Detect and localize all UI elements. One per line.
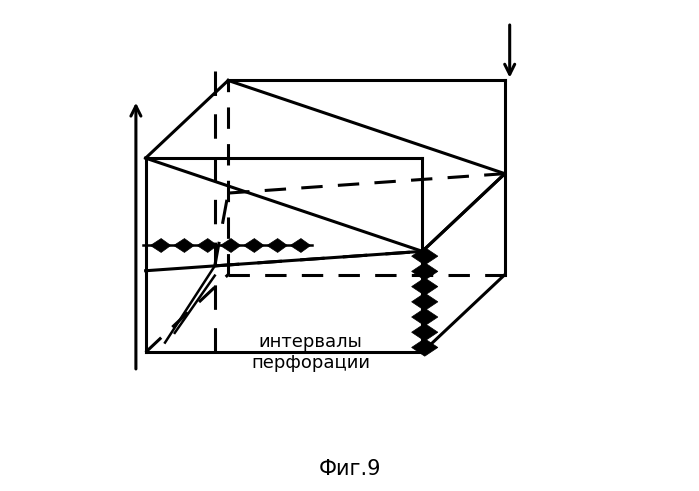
Polygon shape	[412, 324, 438, 341]
Polygon shape	[244, 239, 264, 252]
Polygon shape	[290, 239, 310, 252]
Polygon shape	[412, 308, 438, 326]
Polygon shape	[412, 293, 438, 310]
Polygon shape	[267, 239, 287, 252]
Polygon shape	[174, 239, 194, 252]
Polygon shape	[150, 239, 171, 252]
Polygon shape	[412, 339, 438, 356]
Polygon shape	[412, 278, 438, 296]
Polygon shape	[220, 239, 240, 252]
Text: Фиг.9: Фиг.9	[318, 459, 381, 479]
Polygon shape	[412, 247, 438, 265]
Polygon shape	[197, 239, 217, 252]
Polygon shape	[412, 263, 438, 280]
Text: интервалы
перфорации: интервалы перфорации	[251, 333, 370, 372]
